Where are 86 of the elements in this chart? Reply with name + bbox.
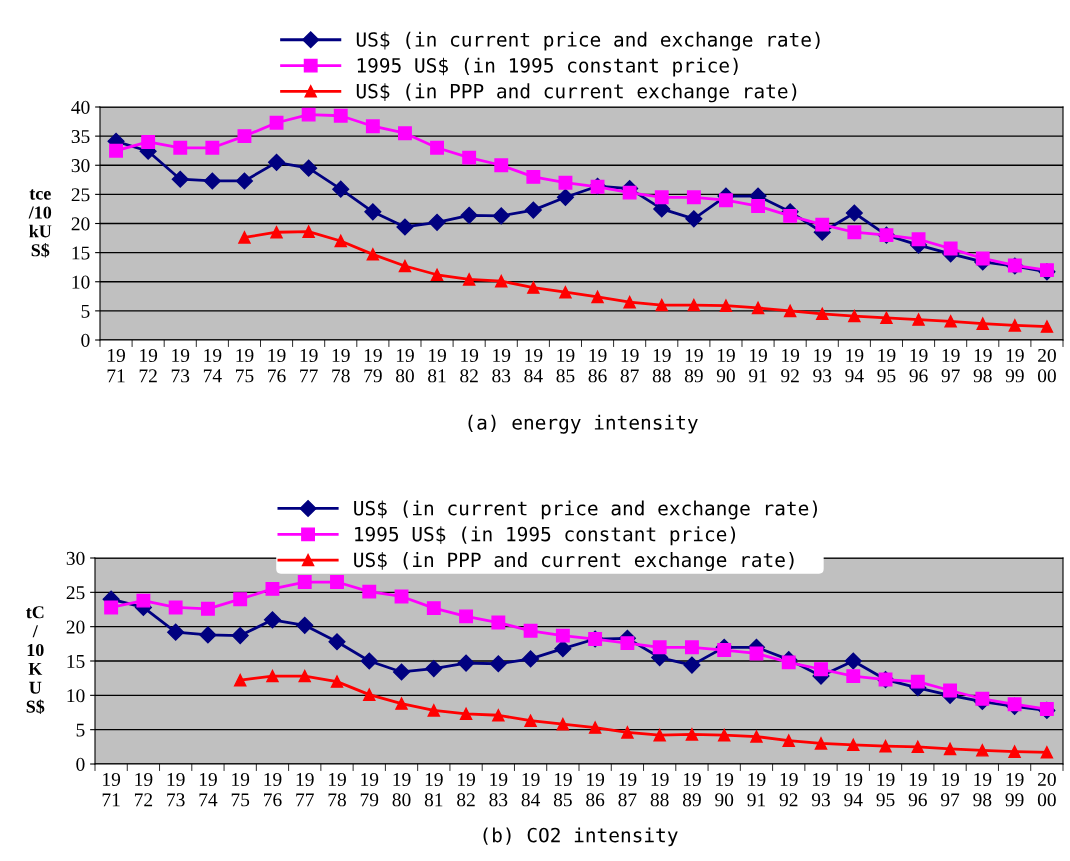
x-tick-label: 19 89 bbox=[684, 348, 703, 383]
x-tick-label: 19 99 bbox=[1005, 772, 1024, 807]
x-tick-label: 19 82 bbox=[457, 772, 475, 807]
y-tick-label: 40 bbox=[71, 100, 90, 114]
x-tick-label: 19 74 bbox=[203, 348, 222, 383]
x-tick-label: 19 79 bbox=[360, 772, 379, 807]
x-tick-label: 19 97 bbox=[940, 772, 960, 807]
x-tick-label: 19 78 bbox=[328, 772, 346, 807]
x-tick-label: 19 77 bbox=[300, 348, 318, 383]
x-tick-label: 19 90 bbox=[716, 348, 735, 383]
y-axis-title: tC / 10 K U S$ bbox=[26, 606, 45, 714]
y-tick-label: 5 bbox=[81, 304, 90, 318]
x-tick-label: 19 98 bbox=[973, 348, 992, 383]
x-tick-label: 19 78 bbox=[332, 348, 350, 383]
x-tick-label: 19 71 bbox=[107, 348, 125, 383]
x-tick-label: 19 83 bbox=[492, 348, 511, 383]
x-tick-label: 19 97 bbox=[941, 348, 960, 383]
x-tick-label: 19 88 bbox=[650, 772, 669, 807]
legend-label: 1995 US$ (in 1995 constant price) bbox=[355, 526, 736, 546]
y-tick-label: 30 bbox=[71, 159, 90, 173]
y-tick-label: 10 bbox=[67, 689, 85, 703]
y-tick-label: 25 bbox=[66, 586, 85, 600]
x-tick-label: 19 94 bbox=[845, 348, 864, 383]
y-tick-label: 0 bbox=[81, 333, 90, 347]
x-tick-label: 19 89 bbox=[682, 772, 701, 807]
x-tick-label: 19 82 bbox=[460, 348, 479, 383]
x-tick-label: 19 95 bbox=[876, 772, 895, 807]
x-tick-label: 19 81 bbox=[424, 772, 443, 807]
x-tick-label: 19 80 bbox=[395, 348, 414, 383]
x-tick-label: 19 99 bbox=[1005, 348, 1024, 383]
x-tick-label: 19 79 bbox=[364, 348, 382, 383]
y-tick-label: 15 bbox=[67, 654, 85, 668]
y-tick-label: 10 bbox=[72, 275, 90, 289]
x-tick-label: 19 85 bbox=[556, 348, 575, 383]
x-tick-label: 19 74 bbox=[199, 772, 218, 807]
x-tick-label: 19 87 bbox=[620, 348, 639, 383]
y-tick-label: 5 bbox=[76, 723, 85, 737]
x-tick-label: 19 85 bbox=[553, 772, 572, 807]
y-tick-label: 20 bbox=[66, 620, 85, 634]
legend-label: US$ (in current price and exchange rate) bbox=[356, 31, 820, 51]
x-tick-label: 19 92 bbox=[781, 348, 800, 383]
legend-label: US$ (in PPP and current exchange rate) bbox=[356, 83, 797, 103]
legend-label: US$ (in PPP and current exchange rate) bbox=[354, 552, 794, 572]
x-tick-label: 19 91 bbox=[748, 348, 767, 383]
text: (b) CO2 intensity bbox=[483, 827, 678, 847]
x-tick-label: 20 00 bbox=[1037, 348, 1056, 383]
x-tick-label: 19 72 bbox=[139, 348, 158, 383]
y-tick-label: 35 bbox=[71, 130, 90, 144]
x-tick-label: 19 93 bbox=[813, 348, 832, 383]
x-tick-label: 19 76 bbox=[264, 772, 282, 807]
x-tick-label: 19 76 bbox=[268, 348, 286, 383]
x-tick-label: 19 83 bbox=[489, 772, 508, 807]
legend-label: 1995 US$ (in 1995 constant price) bbox=[357, 57, 738, 77]
x-tick-label: 19 73 bbox=[167, 772, 185, 807]
x-tick-label: 19 86 bbox=[588, 348, 607, 383]
x-tick-label: 19 73 bbox=[171, 348, 190, 383]
y-axis-title: tce /10 kU S$ bbox=[28, 189, 52, 258]
x-tick-label: 19 84 bbox=[521, 772, 541, 807]
y-tick-label: 30 bbox=[66, 551, 85, 565]
x-tick-label: 19 96 bbox=[909, 348, 928, 383]
y-tick-label: 25 bbox=[71, 188, 90, 202]
x-tick-label: 19 75 bbox=[231, 772, 250, 807]
x-tick-label: 19 84 bbox=[524, 348, 543, 383]
x-tick-label: 19 96 bbox=[908, 772, 927, 807]
x-tick-label: 19 72 bbox=[134, 772, 153, 807]
x-tick-label: 19 87 bbox=[618, 772, 637, 807]
x-tick-label: 19 81 bbox=[428, 348, 446, 383]
x-tick-label: 19 95 bbox=[877, 348, 896, 383]
y-tick-label: 15 bbox=[72, 246, 90, 260]
x-tick-label: 19 75 bbox=[236, 348, 254, 383]
x-tick-label: 19 93 bbox=[811, 772, 830, 807]
y-tick-label: 20 bbox=[71, 217, 90, 231]
x-tick-label: 19 88 bbox=[652, 348, 671, 383]
x-tick-label: 19 91 bbox=[747, 772, 766, 807]
x-tick-label: 20 00 bbox=[1037, 772, 1056, 807]
text: (a) energy intensity bbox=[468, 414, 698, 434]
x-tick-label: 19 77 bbox=[296, 772, 314, 807]
x-tick-label: 19 71 bbox=[102, 772, 121, 807]
x-tick-label: 19 94 bbox=[844, 772, 863, 807]
legend-label: US$ (in current price and exchange rate) bbox=[354, 500, 817, 520]
x-tick-label: 19 86 bbox=[586, 772, 605, 807]
x-tick-label: 19 92 bbox=[779, 772, 798, 807]
x-tick-label: 19 90 bbox=[715, 772, 734, 807]
x-tick-label: 19 80 bbox=[392, 772, 411, 807]
y-tick-label: 0 bbox=[76, 757, 85, 771]
x-tick-label: 19 98 bbox=[973, 772, 992, 807]
